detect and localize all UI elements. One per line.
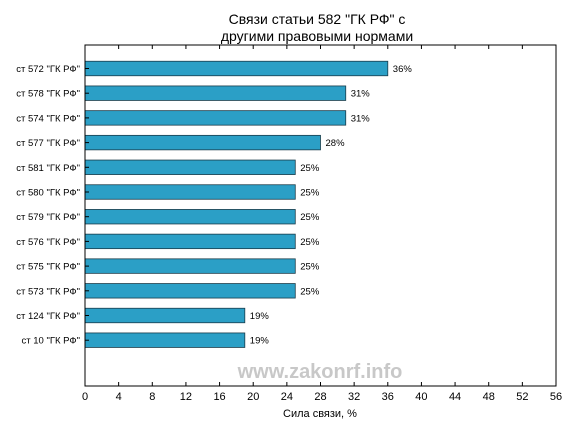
category-label: ст 573 "ГК РФ" (16, 286, 80, 297)
bar (84, 134, 321, 151)
value-labels-group: 36% 31% 31% 28% 25% 25% 25% 25% 25% 25% 19% 19% (250, 64, 413, 347)
value-label: 25% (300, 262, 320, 273)
x-tick-label: 12 (180, 391, 192, 403)
x-tick-label: 44 (449, 391, 461, 403)
category-label: ст 580 "ГК РФ" (16, 188, 80, 199)
category-label: ст 574 "ГК РФ" (16, 113, 80, 124)
bar (84, 209, 296, 225)
bar (84, 332, 246, 348)
plot-frame (84, 44, 557, 387)
chart-title-line-2: другими правовыми нормами (221, 28, 413, 44)
category-label: ст 575 "ГК РФ" (16, 262, 80, 273)
value-label: 25% (300, 188, 320, 199)
value-label: 25% (300, 286, 320, 297)
value-label: 19% (250, 336, 270, 347)
bars-group (84, 60, 389, 348)
x-tick-label: 32 (348, 391, 360, 403)
bar (84, 110, 347, 126)
chart-title-line-1: Связи статьи 582 "ГК РФ" с (229, 11, 406, 27)
x-tick-label: 40 (415, 391, 427, 403)
category-label: ст 579 "ГК РФ" (16, 212, 80, 223)
bar (84, 258, 296, 274)
category-label: ст 10 "ГК РФ" (22, 336, 80, 347)
x-tick-label: 52 (516, 391, 528, 403)
value-label: 25% (300, 212, 320, 223)
x-tick-label: 24 (281, 391, 293, 403)
bar (84, 85, 347, 101)
x-tick-label: 56 (550, 391, 562, 403)
x-tick-label: 28 (314, 391, 326, 403)
category-label: ст 576 "ГК РФ" (16, 237, 80, 248)
bar (84, 283, 296, 299)
category-label: ст 572 "ГК РФ" (16, 64, 80, 75)
bar (84, 184, 296, 200)
category-label: ст 577 "ГК РФ" (16, 138, 80, 149)
bar (84, 233, 296, 250)
x-tick-label: 8 (149, 391, 155, 403)
watermark: www.zakonrf.info (237, 361, 403, 383)
value-label: 25% (300, 163, 320, 174)
value-label: 31% (351, 113, 371, 124)
x-tick-label: 4 (116, 391, 122, 403)
category-label: ст 124 "ГК РФ" (16, 311, 80, 322)
bar (84, 159, 296, 175)
value-label: 31% (351, 89, 371, 100)
category-label: ст 578 "ГК РФ" (16, 89, 80, 100)
value-label: 36% (393, 64, 413, 75)
category-labels-group: ст 572 "ГК РФ" ст 578 "ГК РФ" ст 574 "ГК Р… (16, 64, 89, 347)
x-axis-label: Сила связи, % (283, 408, 357, 420)
x-tick-label: 0 (82, 391, 88, 403)
x-tick-label: 20 (247, 391, 259, 403)
value-label: 19% (250, 311, 270, 322)
bar (84, 60, 389, 77)
x-tick-label: 48 (483, 391, 495, 403)
value-label: 28% (326, 138, 346, 149)
category-label: ст 581 "ГК РФ" (16, 163, 80, 174)
bar (84, 307, 246, 324)
x-tick-label: 16 (213, 391, 225, 403)
value-label: 25% (300, 237, 320, 248)
x-tick-label: 36 (382, 391, 394, 403)
